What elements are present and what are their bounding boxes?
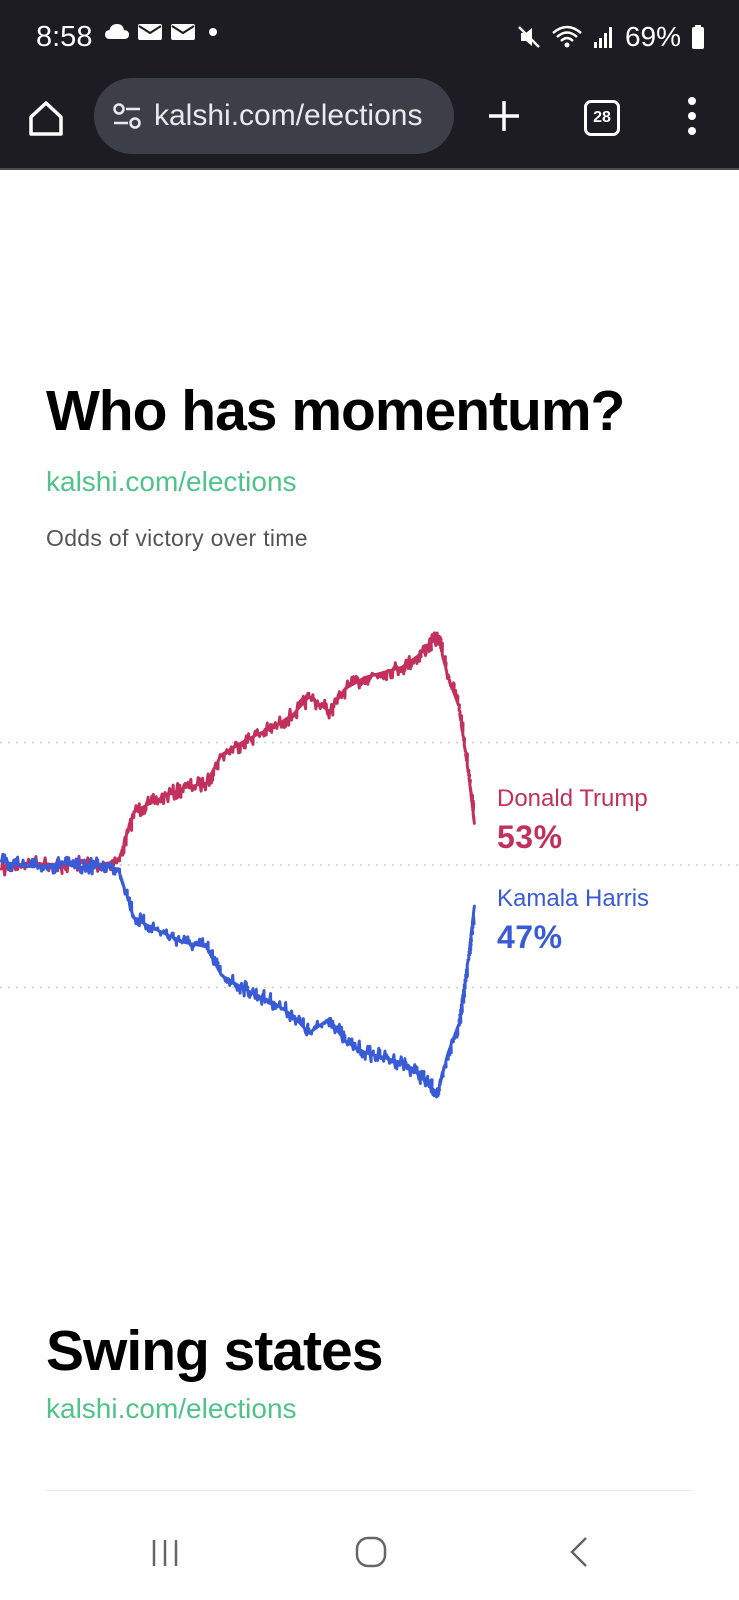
signal-icon xyxy=(593,27,612,48)
chart-subtitle: Odds of victory over time xyxy=(46,525,308,551)
address-bar[interactable]: kalshi.com/elections xyxy=(94,78,454,154)
back-icon[interactable] xyxy=(560,1532,600,1572)
site-settings-icon[interactable] xyxy=(112,102,142,130)
series-line-1 xyxy=(0,852,476,1099)
email-icon xyxy=(138,24,162,40)
home-icon[interactable] xyxy=(26,98,66,138)
section-link-swing-states[interactable]: kalshi.com/elections xyxy=(46,1393,297,1424)
series-line-0 xyxy=(0,631,476,877)
section-title-swing-states: Swing states xyxy=(46,1319,383,1383)
email-icon xyxy=(171,24,195,40)
battery-percent: 69% xyxy=(624,21,681,52)
cloud-icon xyxy=(105,24,129,39)
series-value-trump: 53% xyxy=(497,819,563,855)
notification-icons xyxy=(104,22,223,42)
divider xyxy=(46,1490,693,1491)
status-bar: 8:58 xyxy=(0,0,739,76)
home-circle-icon[interactable] xyxy=(351,1532,391,1572)
tab-switcher-button[interactable]: 28 xyxy=(584,100,620,136)
section-title-momentum: Who has momentum? xyxy=(46,379,625,443)
more-menu-icon[interactable] xyxy=(680,94,704,138)
mute-icon xyxy=(518,26,540,48)
section-link-momentum[interactable]: kalshi.com/elections xyxy=(46,466,297,497)
odds-chart xyxy=(0,631,739,1099)
series-name-harris: Kamala Harris xyxy=(497,885,650,912)
status-time: 8:58 xyxy=(36,21,93,53)
browser-toolbar: kalshi.com/elections 28 xyxy=(0,76,739,170)
new-tab-icon[interactable] xyxy=(484,96,524,136)
series-value-harris: 47% xyxy=(497,919,563,955)
system-nav-bar xyxy=(0,1500,739,1600)
url-text[interactable]: kalshi.com/elections xyxy=(154,99,423,132)
wifi-icon xyxy=(552,25,582,48)
dot-icon xyxy=(209,28,217,36)
recents-icon[interactable] xyxy=(146,1532,186,1572)
battery-icon xyxy=(692,25,704,49)
system-status: 69% xyxy=(517,20,705,54)
series-name-trump: Donald Trump xyxy=(497,785,648,812)
